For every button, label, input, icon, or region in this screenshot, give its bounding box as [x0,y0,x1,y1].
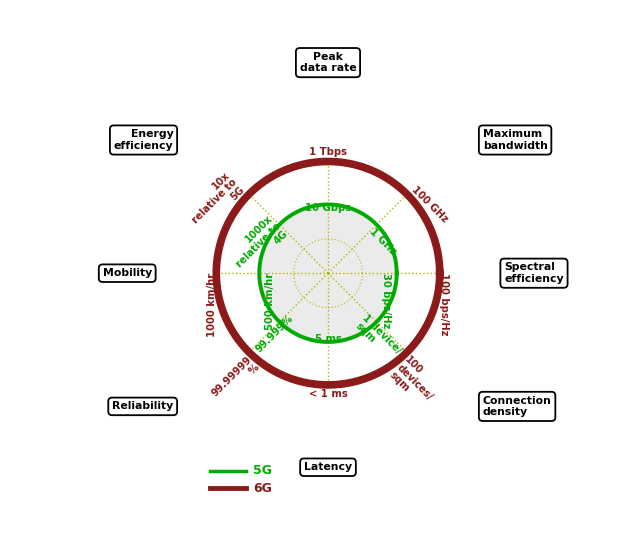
Text: 1 device/
sqm: 1 device/ sqm [353,313,404,364]
Text: Maximum
bandwidth: Maximum bandwidth [483,129,548,151]
Text: 10x
relative to
5G: 10x relative to 5G [183,170,246,233]
Text: 1000x
relative to
4G: 1000x relative to 4G [227,213,290,277]
Text: 100 bps/Hz: 100 bps/Hz [439,273,449,336]
Text: 500 km/hr: 500 km/hr [264,273,275,330]
Text: Latency: Latency [304,462,352,472]
Text: 5 ms: 5 ms [315,334,341,344]
Text: < 1 ms: < 1 ms [308,389,348,400]
Circle shape [259,204,397,342]
Text: 6G: 6G [253,482,272,494]
Text: Reliability: Reliability [112,401,173,411]
Text: 99.99999
%: 99.99999 % [210,354,261,406]
Text: 99.999%: 99.999% [254,313,295,354]
Text: 1 Tbps: 1 Tbps [309,147,347,157]
Text: Mobility: Mobility [102,268,152,278]
Text: 1000 km/hr: 1000 km/hr [207,273,217,338]
Text: Peak
data rate: Peak data rate [300,52,356,74]
Text: 5G: 5G [253,464,272,477]
Text: 100
devices/
sqm: 100 devices/ sqm [387,354,442,410]
Text: Spectral
efficiency: Spectral efficiency [504,262,564,284]
Text: Energy
efficiency: Energy efficiency [114,129,173,151]
Text: 10 Gbps: 10 Gbps [305,203,351,213]
Text: 100 GHz: 100 GHz [410,185,449,225]
Text: 30 bps/Hz: 30 bps/Hz [381,273,392,329]
Text: Connection
density: Connection density [483,396,552,417]
Text: 1 GHz: 1 GHz [368,226,398,257]
